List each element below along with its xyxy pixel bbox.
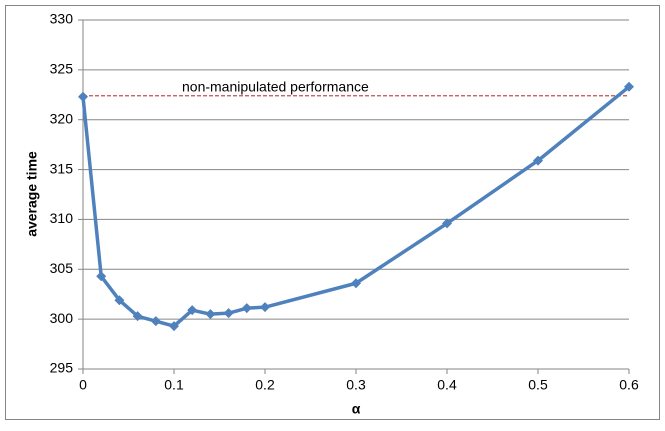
x-tick-label: 0.6 [619, 377, 639, 393]
y-tick-label: 305 [50, 260, 74, 276]
data-point [241, 303, 252, 314]
y-tick-label: 295 [50, 360, 74, 376]
x-tick-label: 0.5 [528, 377, 548, 393]
data-point [442, 218, 452, 229]
data-point [205, 309, 216, 320]
data-point [187, 305, 198, 316]
y-tick-label: 330 [50, 11, 74, 27]
y-axis-label: average time [24, 151, 40, 237]
data-point [150, 316, 161, 327]
y-tick-label: 300 [50, 310, 74, 326]
data-point [169, 321, 179, 332]
x-tick-label: 0.2 [255, 377, 275, 393]
data-point [223, 308, 234, 319]
reference-label: non-manipulated performance [182, 78, 369, 94]
data-point [78, 91, 88, 102]
y-tick-label: 315 [50, 160, 74, 176]
x-tick-label: 0.4 [437, 377, 457, 393]
data-point [96, 271, 107, 282]
data-point [260, 302, 270, 313]
y-tick-label: 325 [50, 61, 74, 77]
y-tick-label: 320 [50, 110, 74, 126]
data-point [132, 311, 143, 322]
data-point [533, 155, 543, 166]
data-point [351, 278, 361, 289]
x-tick-label: 0.3 [346, 377, 366, 393]
y-tick-label: 310 [50, 210, 74, 226]
x-axis-label: α [352, 401, 361, 417]
data-point [624, 81, 634, 92]
x-tick-label: 0 [79, 377, 87, 393]
x-tick-label: 0.1 [164, 377, 184, 393]
chart-border [5, 5, 660, 420]
data-point [114, 295, 125, 306]
